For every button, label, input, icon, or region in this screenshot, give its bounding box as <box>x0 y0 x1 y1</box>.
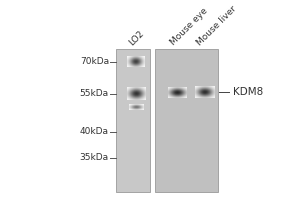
Text: 40kDa: 40kDa <box>80 128 109 136</box>
Text: LO2: LO2 <box>127 28 146 47</box>
Text: Mouse liver: Mouse liver <box>195 4 238 47</box>
Text: Mouse eye: Mouse eye <box>168 6 209 47</box>
Text: 35kDa: 35kDa <box>80 154 109 162</box>
Bar <box>116 49 150 192</box>
Text: 55kDa: 55kDa <box>80 90 109 98</box>
Text: 70kDa: 70kDa <box>80 58 109 66</box>
Text: KDM8: KDM8 <box>232 87 263 97</box>
Bar <box>155 49 218 192</box>
